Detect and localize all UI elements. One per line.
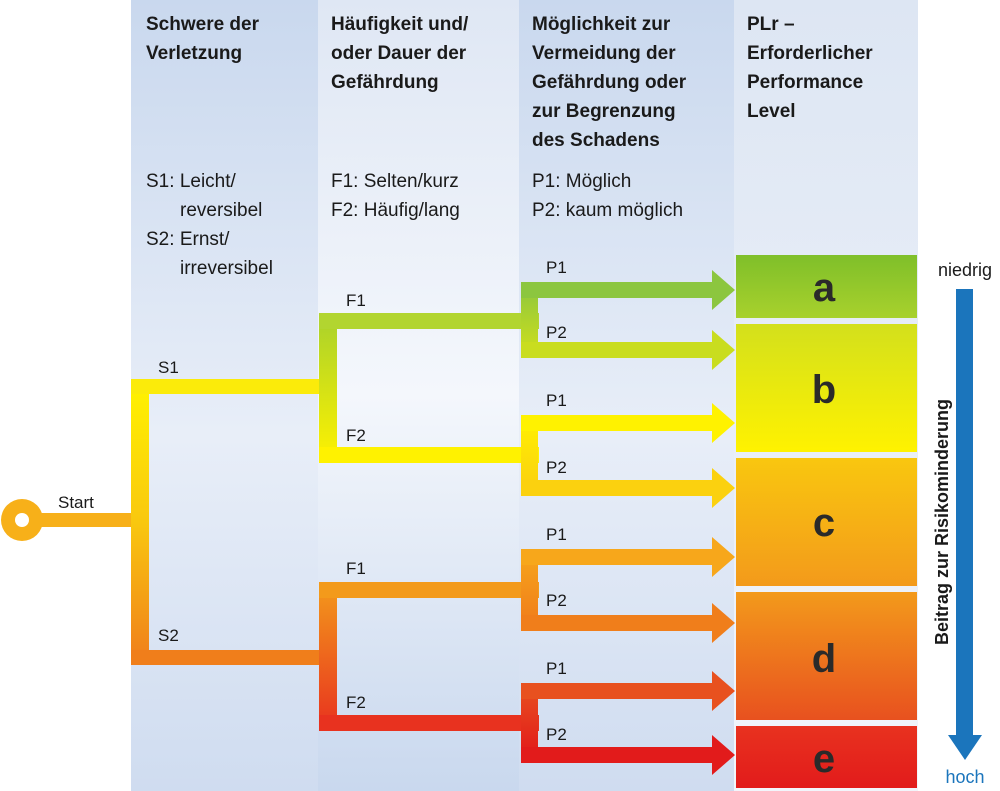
s1-horizontal bbox=[131, 379, 336, 394]
scale-low-label: niedrig bbox=[938, 260, 992, 280]
column-frequency-bg bbox=[318, 0, 519, 791]
scale-arrow-head bbox=[948, 735, 982, 760]
arrow-c-p1 bbox=[521, 537, 735, 577]
severity-legend: S1: Leicht/ reversibel S2: Ernst/ irreve… bbox=[146, 171, 273, 279]
label-s2: S2 bbox=[158, 626, 179, 645]
avoidance-arrows bbox=[521, 270, 735, 775]
avoidance-legend: P1: Möglich P2: kaum möglich bbox=[532, 171, 684, 221]
label-p1-a: P1 bbox=[546, 258, 567, 277]
level-letter-e: e bbox=[813, 737, 835, 781]
level-letter-d: d bbox=[812, 637, 836, 681]
f1-top-horizontal bbox=[319, 313, 539, 329]
label-p2-c: P2 bbox=[546, 458, 567, 477]
p-pair2-vertical bbox=[521, 415, 538, 488]
column-avoidance-bg bbox=[519, 0, 734, 791]
f-bottom-vertical bbox=[319, 582, 337, 731]
f-top-vertical bbox=[319, 313, 337, 463]
level-box-d bbox=[736, 592, 917, 720]
level-letter-c: c bbox=[813, 501, 835, 545]
frequency-legend: F1: Selten/kurz F2: Häufig/lang bbox=[331, 171, 460, 221]
label-f2-bottom: F2 bbox=[346, 693, 366, 712]
arrow-d-p1 bbox=[521, 671, 735, 711]
label-p2-e: P2 bbox=[546, 725, 567, 744]
label-p2-d: P2 bbox=[546, 591, 567, 610]
label-f2-top: F2 bbox=[346, 426, 366, 445]
risk-reduction-scale: niedrig hoch Beitrag zur Risikominderung bbox=[932, 260, 992, 787]
label-p1-b: P1 bbox=[546, 391, 567, 410]
level-letter-b: b bbox=[812, 368, 836, 412]
header-severity: Schwere der Verletzung bbox=[146, 14, 259, 64]
p-pair3-vertical bbox=[521, 549, 538, 623]
label-s1: S1 bbox=[158, 358, 179, 377]
arrow-a-p1 bbox=[521, 270, 735, 310]
arrow-b-p2-top bbox=[521, 330, 735, 370]
arrow-d-p2 bbox=[521, 603, 735, 643]
level-box-b bbox=[736, 324, 917, 452]
p-pair4-vertical bbox=[521, 683, 538, 755]
performance-level-boxes: a b c d e bbox=[736, 255, 917, 788]
arrow-e-p2 bbox=[521, 735, 735, 775]
level-box-a bbox=[736, 255, 917, 318]
severity-branches bbox=[131, 379, 336, 665]
f2-top-horizontal bbox=[319, 447, 539, 463]
label-p1-c: P1 bbox=[546, 525, 567, 544]
label-f1-bottom: F1 bbox=[346, 559, 366, 578]
arrow-b-p1 bbox=[521, 403, 735, 443]
level-letter-a: a bbox=[813, 266, 836, 310]
start-stem bbox=[30, 513, 141, 527]
arrow-c-p2 bbox=[521, 468, 735, 508]
header-frequency: Häufigkeit und/ oder Dauer der Gefährdun… bbox=[331, 14, 469, 93]
label-p2-b: P2 bbox=[546, 323, 567, 342]
f2-bottom-horizontal bbox=[319, 715, 539, 731]
branch-labels: Start S1 S2 F1 F2 F1 F2 P1 P2 P1 P2 P1 P… bbox=[58, 258, 567, 744]
p-pair1-vertical bbox=[521, 282, 538, 350]
start-label: Start bbox=[58, 493, 94, 512]
scale-title: Beitrag zur Risikominderung bbox=[932, 399, 952, 645]
scale-arrow-shaft bbox=[956, 289, 973, 737]
level-box-e bbox=[736, 726, 917, 788]
scale-high-label: hoch bbox=[945, 767, 984, 787]
frequency-branches bbox=[319, 313, 539, 731]
s-vertical-trunk bbox=[131, 379, 149, 665]
level-box-c bbox=[736, 458, 917, 586]
s2-horizontal bbox=[131, 650, 336, 665]
header-avoidance: Möglichkeit zur Vermeidung der Gefährdun… bbox=[532, 14, 687, 151]
start-node bbox=[1, 499, 141, 541]
label-p1-d: P1 bbox=[546, 659, 567, 678]
start-circle-hole bbox=[15, 513, 29, 527]
f1-bottom-horizontal bbox=[319, 582, 539, 598]
header-plr: PLr – Erforderlicher Performance Level bbox=[747, 14, 873, 122]
label-f1-top: F1 bbox=[346, 291, 366, 310]
